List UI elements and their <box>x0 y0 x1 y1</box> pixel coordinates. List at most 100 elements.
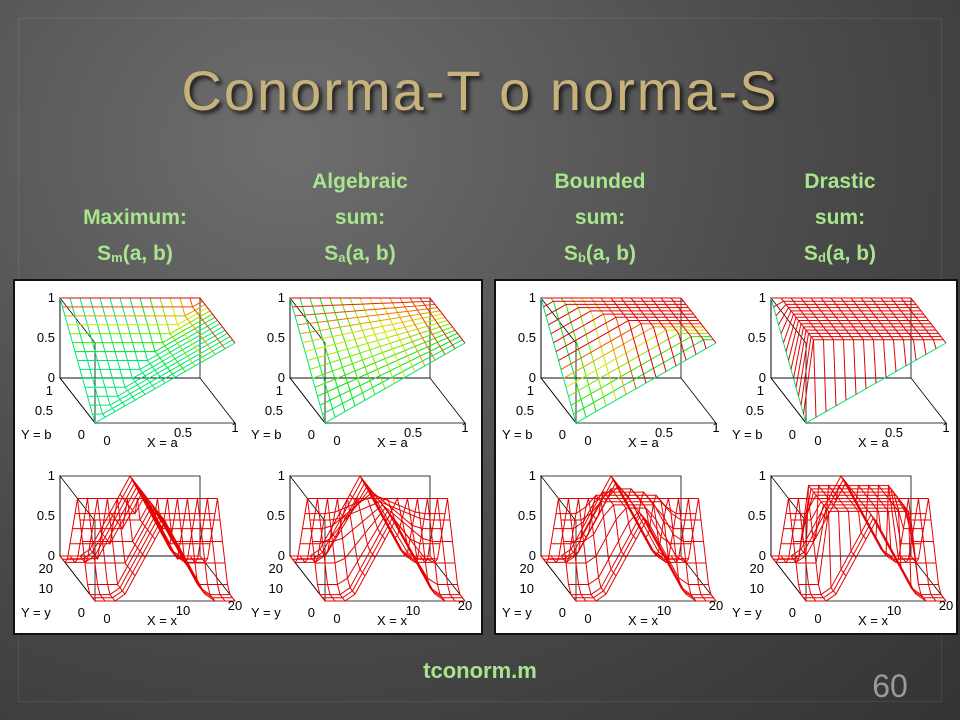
box-face <box>59 474 96 603</box>
page-number: 60 <box>872 668 908 704</box>
x-tick-label: 10 <box>176 603 190 618</box>
mesh-line <box>820 297 857 395</box>
x-tick-label: 10 <box>657 603 671 618</box>
symbol: S <box>324 242 339 265</box>
x-tick-label: 0.5 <box>404 425 422 440</box>
mesh-line <box>670 498 707 602</box>
args: (a, b) <box>585 242 637 265</box>
x-tick-label: 0 <box>333 611 340 626</box>
z-tick-label: 0.5 <box>748 330 766 345</box>
mesh-line <box>139 297 176 378</box>
mesh-line <box>890 498 927 602</box>
y-axis-label: Y = b <box>251 427 281 442</box>
mesh-line <box>860 297 897 372</box>
z-tick-label: 0.5 <box>37 508 55 523</box>
mesh-line <box>295 481 435 563</box>
y-tick-label: 0.5 <box>35 403 53 418</box>
x-tick-label: 1 <box>461 420 468 435</box>
mesh-line <box>780 310 921 334</box>
x-axis-label: X = a <box>628 435 659 450</box>
y-tick-label: 0 <box>308 427 315 442</box>
mesh-line <box>850 484 887 540</box>
z-tick-label: 1 <box>278 468 285 483</box>
mesh-line <box>379 297 416 372</box>
mesh-line <box>773 300 914 308</box>
box-face <box>540 377 717 424</box>
x-axis-label: X = x <box>377 613 407 628</box>
symbol: S <box>803 242 818 265</box>
mesh-line <box>830 297 867 389</box>
y-tick-label: 20 <box>269 561 283 576</box>
mesh-line <box>419 297 456 349</box>
y-tick-label: 0 <box>789 605 796 620</box>
mesh-line <box>810 297 847 401</box>
mesh-line <box>543 478 684 560</box>
mesh-line <box>297 307 438 326</box>
footer: tconorm.m <box>423 658 537 683</box>
y-tick-label: 0 <box>308 605 315 620</box>
mesh-line <box>389 498 426 577</box>
mesh-line <box>62 300 203 308</box>
mesh-line <box>304 316 446 353</box>
label-line: Maximum: <box>83 206 187 229</box>
mesh-line <box>369 297 406 378</box>
subscript: m <box>111 250 123 265</box>
args: (a, b) <box>345 242 396 265</box>
mesh-line <box>800 336 941 406</box>
formula: Sa(a, b) <box>260 236 460 276</box>
mesh-line <box>640 297 677 366</box>
x-tick-label: 20 <box>458 598 472 613</box>
mesh-line <box>543 300 684 308</box>
x-tick-label: 0 <box>584 433 591 448</box>
subscript: d <box>817 250 826 265</box>
mesh-line <box>660 297 697 355</box>
mesh-line <box>199 297 236 344</box>
y-axis-label: Y = y <box>502 605 532 620</box>
mesh-line <box>65 481 205 563</box>
mesh-line <box>72 491 213 530</box>
mesh-line <box>299 310 441 335</box>
box-face <box>59 377 236 424</box>
slide-title: Conorma-T o norma-S <box>181 59 779 122</box>
x-tick-label: 0.5 <box>174 425 192 440</box>
mesh-line <box>650 297 687 361</box>
mesh-line <box>429 498 466 602</box>
formula: Sm(a, b) <box>35 236 235 276</box>
mesh-line <box>109 297 146 395</box>
z-tick-label: 0 <box>278 370 285 385</box>
label-line: Drastic <box>804 170 876 193</box>
mesh-line <box>409 297 446 355</box>
mesh-line <box>67 307 208 326</box>
x-tick-label: 0 <box>103 433 110 448</box>
x-tick-label: 20 <box>939 598 953 613</box>
mesh-line <box>778 307 919 326</box>
mesh-line <box>680 498 717 602</box>
z-tick-label: 0 <box>529 370 536 385</box>
z-tick-label: 1 <box>278 290 285 305</box>
mesh-line <box>680 297 717 344</box>
mesh-line <box>795 329 936 388</box>
mesh-line <box>556 494 696 515</box>
mesh-line <box>773 478 914 560</box>
y-tick-label: 0.5 <box>746 403 764 418</box>
y-tick-label: 0.5 <box>516 403 534 418</box>
mesh-line <box>900 498 937 602</box>
box-face <box>540 474 577 603</box>
x-tick-label: 0.5 <box>655 425 673 440</box>
y-tick-label: 10 <box>750 581 764 596</box>
mesh-line <box>783 491 924 530</box>
y-tick-label: 20 <box>750 561 764 576</box>
z-tick-label: 0.5 <box>748 508 766 523</box>
z-tick-label: 0 <box>48 370 55 385</box>
x-axis-label: X = x <box>147 613 177 628</box>
mesh-line <box>77 320 218 361</box>
x-tick-label: 1 <box>231 420 238 435</box>
mesh-line <box>297 484 438 560</box>
y-axis-label: Y = b <box>502 427 532 442</box>
